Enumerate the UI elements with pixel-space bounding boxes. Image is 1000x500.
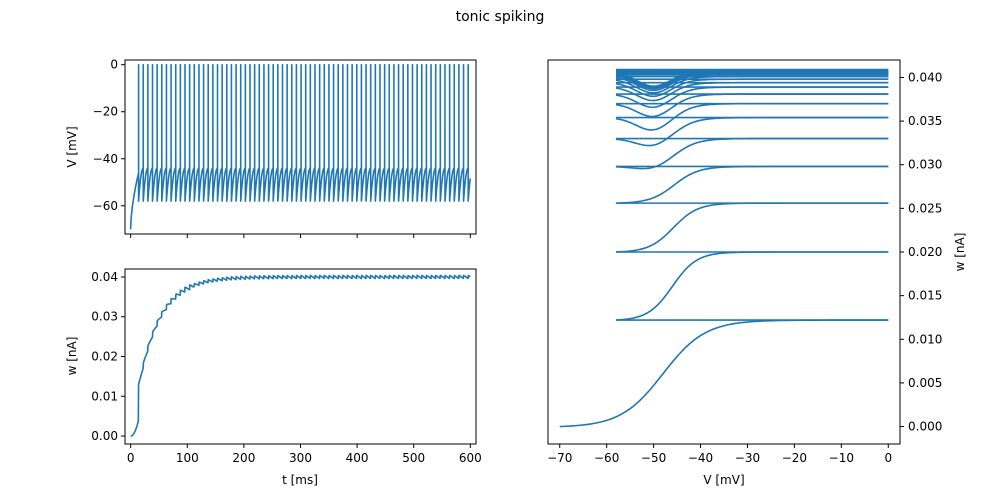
adaptation-ytick-label: 0.04 xyxy=(91,270,118,284)
phase-ytick-label: 0.015 xyxy=(908,289,942,303)
time-xlabel: t [ms] xyxy=(282,473,318,487)
phase-xtick-label: −40 xyxy=(688,451,713,465)
phase-cycle-trajectory xyxy=(615,116,889,147)
phase-cycle-trajectory xyxy=(616,165,889,204)
phase-plane-axes: −70 −60 −50 −40 −30 −20 −10 0 0.000 0.005 0.010 0.0… xyxy=(547,59,967,487)
voltage-ytick-label: −40 xyxy=(93,152,118,166)
phase-plane-ticks: −70 −60 −50 −40 −30 −20 −10 0 0.000 0.005 0.010 0.0… xyxy=(547,70,942,465)
phase-ytick-label: 0.035 xyxy=(908,114,942,128)
adaptation-ylabel: w [nA] xyxy=(65,337,79,376)
phase-ytick-label: 0.040 xyxy=(908,70,942,84)
adaptation-time-ticks: 0 100 200 300 400 500 600 0.00 0.01 0.02 0.03 0.04 xyxy=(91,270,482,465)
time-xtick-label: 600 xyxy=(459,451,482,465)
adaptation-time-axes: 0 100 200 300 400 500 6000.000.010.020.030.04 … xyxy=(65,268,482,487)
phase-xtick-label: 0 xyxy=(884,451,892,465)
time-xtick-label: 400 xyxy=(346,451,369,465)
voltage-ylabel: V [mV] xyxy=(65,126,79,167)
phase-cycle-trajectory xyxy=(616,251,889,321)
phase-cycle-trajectory xyxy=(615,93,889,118)
time-xtick-label: 200 xyxy=(232,451,255,465)
phase-ytick-label: 0.020 xyxy=(908,245,942,259)
time-xtick-label: 100 xyxy=(176,451,199,465)
voltage-trace xyxy=(129,63,472,230)
time-xtick-label: 500 xyxy=(402,451,425,465)
phase-ytick-label: 0.025 xyxy=(908,201,942,215)
voltage-time-ticks: 0 −20 −40 −60 xyxy=(93,58,471,238)
phase-trajectory xyxy=(559,68,889,428)
phase-xtick-label: −50 xyxy=(641,451,666,465)
adaptation-ytick-label: 0.01 xyxy=(91,389,118,403)
adaptation-line xyxy=(130,274,471,437)
voltage-line xyxy=(129,63,472,230)
figure-title: tonic spiking xyxy=(456,9,545,25)
adaptation-trace xyxy=(130,274,471,437)
phase-ytick-label: 0.005 xyxy=(908,376,942,390)
phase-xtick-label: −30 xyxy=(735,451,760,465)
phase-cycle-trajectory xyxy=(616,202,889,253)
voltage-time-axes: 0 −20 −40 −60 V [mV] xyxy=(65,58,477,238)
time-xtick-label: 0 xyxy=(127,451,135,465)
time-xtick-label: 300 xyxy=(289,451,312,465)
phase-xtick-label: −10 xyxy=(829,451,854,465)
adaptation-ytick-label: 0.03 xyxy=(91,310,118,324)
adaptation-ytick-label: 0.02 xyxy=(91,350,118,364)
phase-ytick-label: 0.030 xyxy=(908,158,942,172)
phase-xtick-label: −70 xyxy=(547,451,572,465)
phase-xtick-label: −60 xyxy=(594,451,619,465)
phase-ytick-label: 0.010 xyxy=(908,332,942,346)
phase-first-trajectory xyxy=(559,319,889,428)
voltage-ytick-label: −60 xyxy=(93,199,118,213)
adaptation-ytick-label: 0.00 xyxy=(91,429,118,443)
phase-xlabel: V [mV] xyxy=(703,473,744,487)
phase-ylabel: w [nA] xyxy=(953,233,967,272)
phase-cycle-trajectory xyxy=(616,137,889,170)
voltage-ytick-label: 0 xyxy=(110,58,118,72)
voltage-ytick-label: −20 xyxy=(93,105,118,119)
phase-xtick-label: −20 xyxy=(782,451,807,465)
phase-ytick-label: 0.000 xyxy=(908,420,942,434)
